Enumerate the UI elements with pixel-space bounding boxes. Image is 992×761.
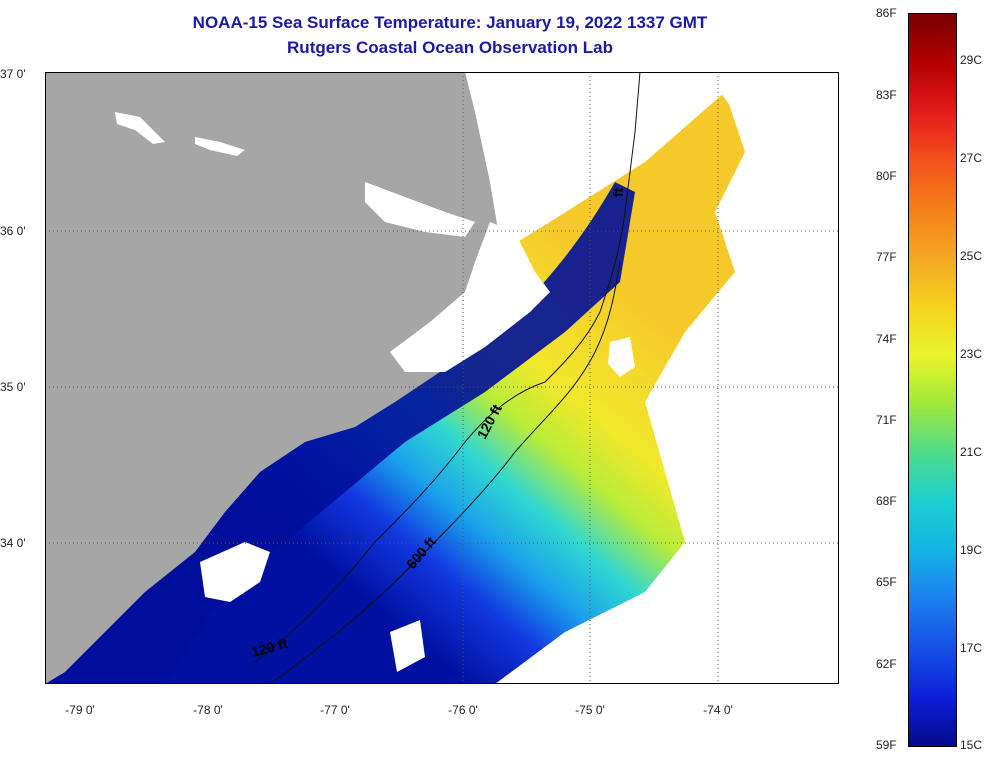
temperature-colorbar bbox=[908, 13, 957, 747]
cb-f-86: 86F bbox=[876, 6, 897, 20]
chart-title: NOAA-15 Sea Surface Temperature: January… bbox=[192, 13, 708, 32]
cb-c-21: 21C bbox=[960, 445, 983, 459]
chart-subtitle: Rutgers Coastal Ocean Observation Lab bbox=[287, 38, 613, 57]
lat-label-34: 34 0' bbox=[0, 536, 26, 550]
sst-map-canvas: 120 ft 120 ft 600 ft ft bbox=[45, 72, 839, 684]
map-frame bbox=[45, 72, 839, 684]
sst-map: 120 ft 120 ft 600 ft ft bbox=[45, 72, 839, 684]
cold-shelf-water bbox=[45, 182, 635, 684]
bathymetry-label-ft-top: ft bbox=[610, 187, 626, 197]
cb-f-65: 65F bbox=[876, 575, 897, 589]
river-inlet bbox=[115, 112, 165, 144]
cb-c-19: 19C bbox=[960, 543, 983, 557]
lat-label-37: 37 0' bbox=[0, 67, 26, 81]
lon-label-78: -78 0' bbox=[193, 703, 223, 717]
albemarle-sound bbox=[365, 182, 475, 237]
cloud-patch-south bbox=[390, 620, 425, 672]
cb-f-83: 83F bbox=[876, 88, 897, 102]
cb-f-68: 68F bbox=[876, 494, 897, 508]
cb-c-29: 29C bbox=[960, 53, 983, 67]
contour-600ft bbox=[269, 261, 621, 684]
lon-label-75: -75 0' bbox=[575, 703, 605, 717]
cb-c-27: 27C bbox=[960, 151, 983, 165]
cb-c-25: 25C bbox=[960, 249, 983, 263]
cb-f-80: 80F bbox=[876, 169, 897, 183]
cloud-patch-coast bbox=[200, 542, 270, 602]
graticule bbox=[45, 72, 839, 684]
cb-f-59: 59F bbox=[876, 738, 897, 752]
cloud-patch-offshore bbox=[608, 337, 635, 377]
no-data-northeast bbox=[635, 72, 745, 102]
cb-f-74: 74F bbox=[876, 332, 897, 346]
cb-f-71: 71F bbox=[876, 413, 897, 427]
pamlico-sound bbox=[390, 222, 550, 372]
cb-c-23: 23C bbox=[960, 347, 983, 361]
lat-label-36: 36 0' bbox=[0, 224, 26, 238]
lon-label-76: -76 0' bbox=[448, 703, 478, 717]
lon-label-74: -74 0' bbox=[703, 703, 733, 717]
lat-label-35: 35 0' bbox=[0, 380, 26, 394]
no-data-east bbox=[565, 72, 839, 684]
lon-label-79: -79 0' bbox=[65, 703, 95, 717]
contour-120ft bbox=[254, 72, 641, 663]
cb-f-62: 62F bbox=[876, 657, 897, 671]
cb-c-15: 15C bbox=[960, 738, 983, 752]
river-inlet-2 bbox=[195, 137, 245, 156]
lon-label-77: -77 0' bbox=[320, 703, 350, 717]
cb-f-77: 77F bbox=[876, 250, 897, 264]
cb-c-17: 17C bbox=[960, 641, 983, 655]
